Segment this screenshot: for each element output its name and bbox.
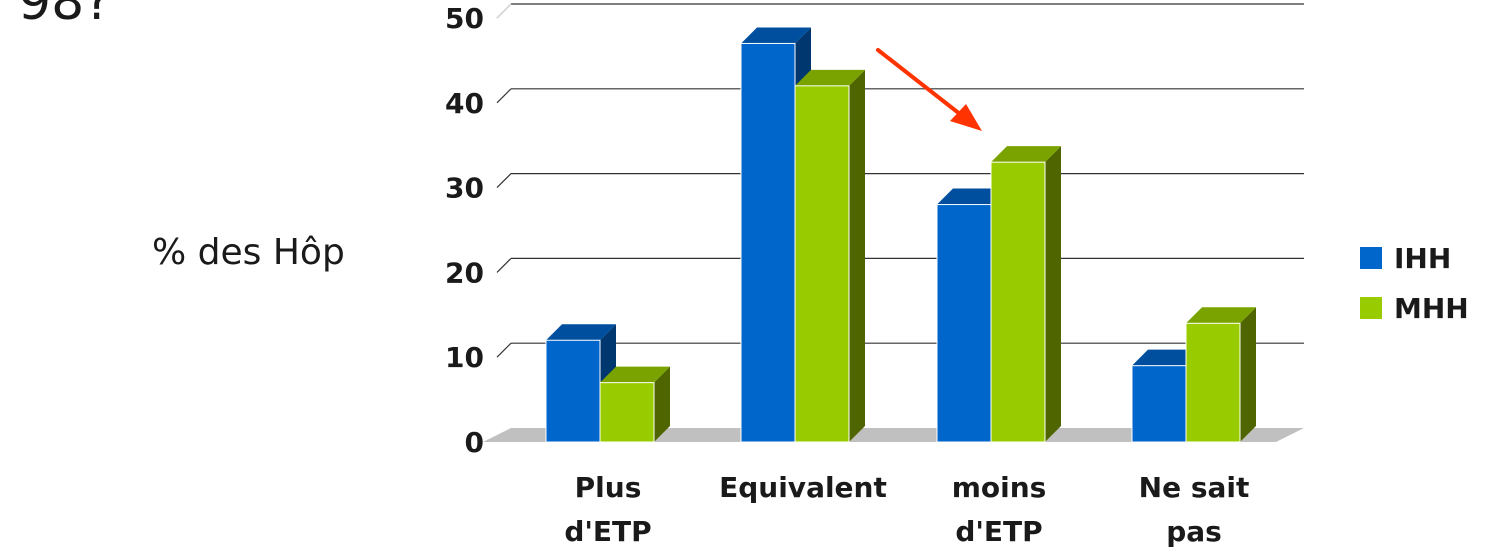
bar-top (741, 27, 811, 44)
bar-front (936, 204, 992, 443)
gridline-diag-10 (496, 342, 512, 358)
labels-layer: 0 10 20 30 40 50 Plus d'ETP Equivalent moins d'ETP… (445, 2, 1249, 548)
legend-item-ihh: IHH (1360, 233, 1469, 283)
bar-top (546, 324, 616, 341)
legend-item-mhh: MHH (1360, 283, 1469, 333)
y-tick-label-30: 30 (445, 172, 484, 205)
bar-side (849, 69, 865, 442)
chart-floor (483, 428, 1304, 442)
title-fragment: 98? (18, 0, 112, 32)
side-label: % des Hôp (152, 232, 345, 273)
bar-side (1045, 146, 1061, 442)
gridline-diag-40 (496, 88, 512, 104)
bar-top (991, 146, 1061, 163)
bar-front (599, 382, 655, 443)
bar-front (740, 42, 796, 443)
y-tick-label-50: 50 (445, 2, 484, 35)
category-label-2-0: moins (952, 471, 1047, 504)
bar-top (937, 188, 1007, 205)
gridline-diag-20 (496, 257, 512, 273)
category-label-3-0: Ne sait (1139, 471, 1250, 504)
wall-edge (496, 3, 512, 19)
grid-layer (483, 3, 1304, 442)
bar-top (600, 366, 670, 383)
annotation-arrow-shaft (876, 48, 967, 120)
bar-side (654, 366, 670, 442)
bar-front (794, 85, 850, 443)
bar-mhh-0 (599, 366, 670, 443)
y-tick-label-40: 40 (445, 87, 484, 120)
bar-mhh-3 (1185, 307, 1256, 443)
bar-mhh-1 (794, 69, 865, 443)
category-label-2-1: d'ETP (955, 515, 1042, 548)
category-label-0-1: d'ETP (564, 515, 651, 548)
bar-front (545, 339, 601, 443)
legend-label-ihh: IHH (1394, 241, 1452, 275)
y-tick-label-10: 10 (445, 341, 484, 374)
bar-top (795, 69, 865, 86)
gridline-diag-30 (496, 173, 512, 189)
annotation-layer (876, 48, 982, 131)
bar-mhh-2 (990, 146, 1061, 443)
bar-front (990, 161, 1046, 443)
bar-front (1131, 365, 1187, 443)
y-tick-label-0: 0 (465, 426, 484, 459)
bars-layer (545, 27, 1256, 443)
annotation-arrow-head (950, 104, 982, 131)
legend-label-mhh: MHH (1394, 291, 1469, 325)
legend-swatch-ihh (1360, 247, 1382, 269)
bar-top (1132, 349, 1202, 366)
bar-side (1240, 307, 1256, 442)
legend: IHH MHH (1360, 233, 1469, 333)
category-label-1-0: Equivalent (719, 471, 887, 504)
bar-front (1185, 322, 1241, 443)
legend-swatch-mhh (1360, 297, 1382, 319)
y-tick-label-20: 20 (445, 256, 484, 289)
category-label-3-1: pas (1166, 515, 1222, 548)
bar-top (1186, 307, 1256, 324)
category-label-0-0: Plus (575, 471, 642, 504)
